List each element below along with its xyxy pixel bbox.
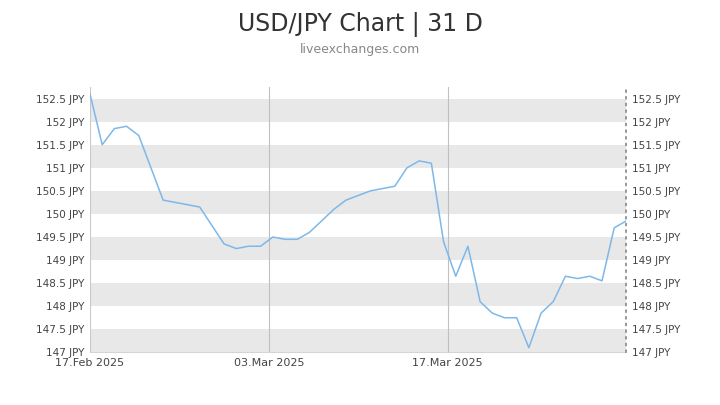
Bar [90,329,626,352]
Text: USD/JPY Chart | 31 D: USD/JPY Chart | 31 D [238,12,482,37]
Bar [90,145,626,168]
Bar [90,237,626,260]
Bar [90,98,626,121]
Bar [90,283,626,306]
Bar [90,191,626,214]
Text: liveexchanges.com: liveexchanges.com [300,43,420,55]
